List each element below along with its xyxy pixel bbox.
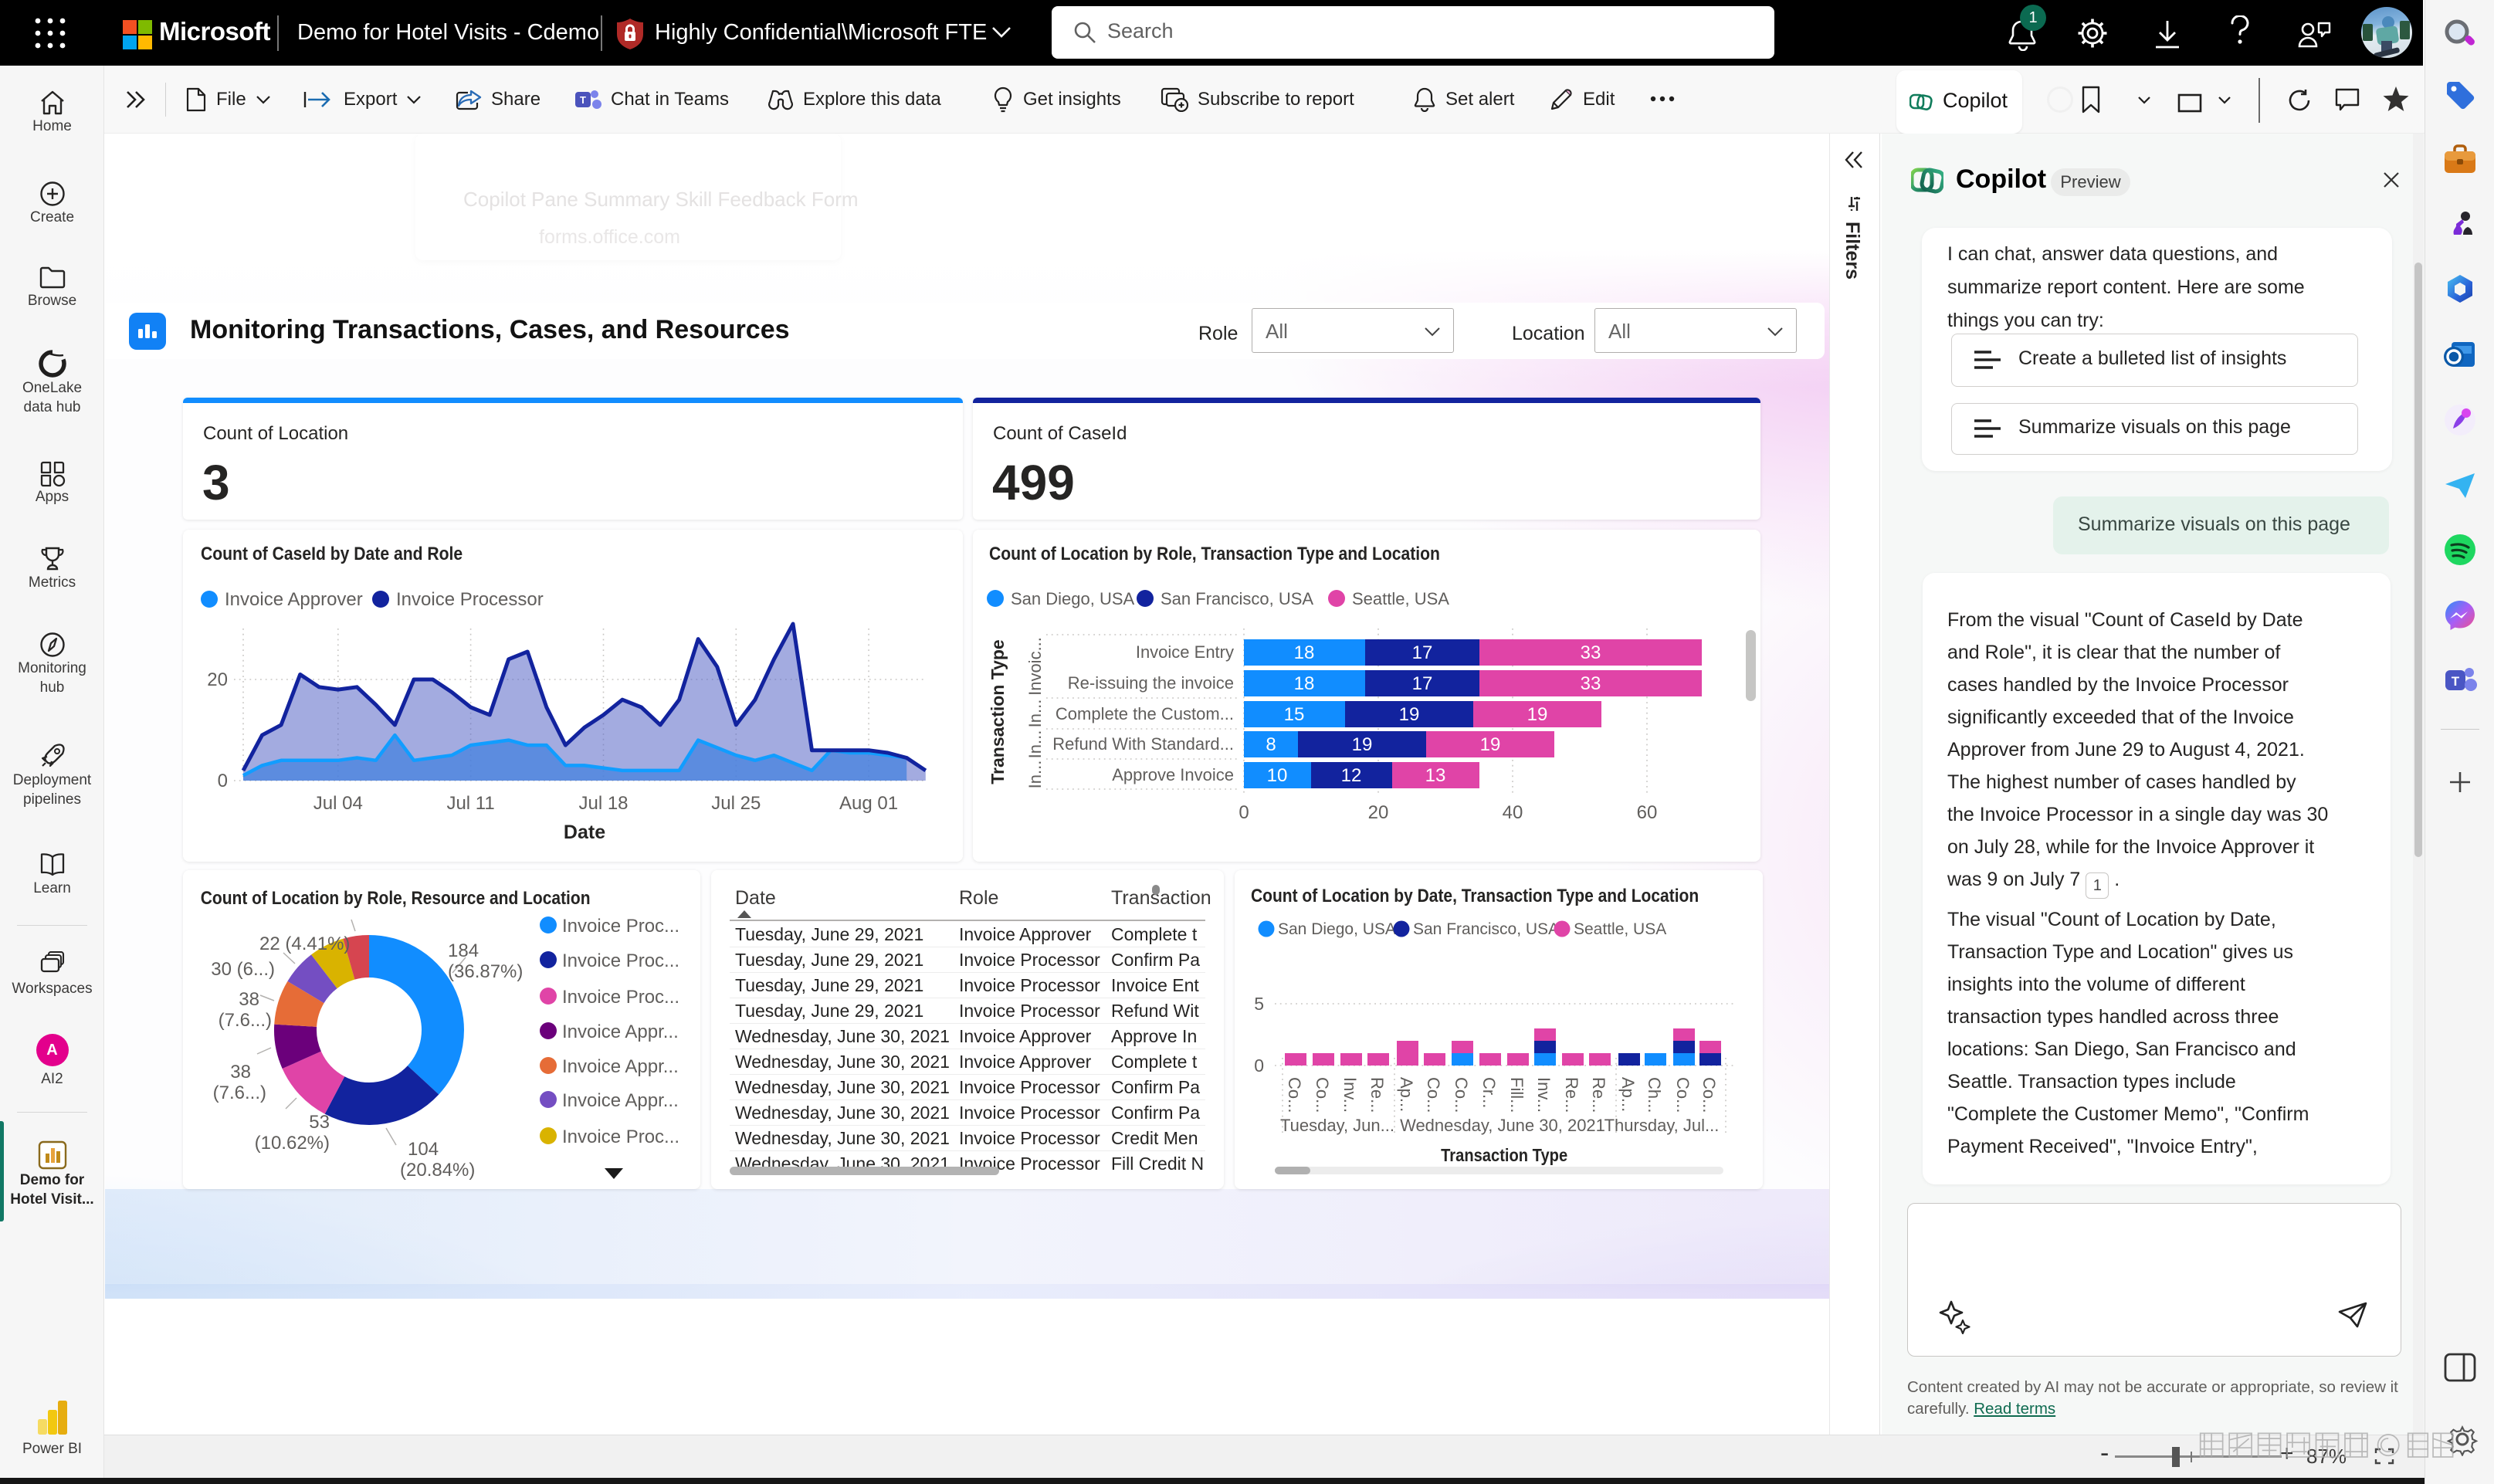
svg-text:22 (4.41%): 22 (4.41%) <box>259 933 350 954</box>
svg-text:Invoice Appr...: Invoice Appr... <box>562 1090 679 1111</box>
svg-text:Transaction Type: Transaction Type <box>988 639 1008 784</box>
svg-text:19: 19 <box>1352 734 1373 755</box>
svg-text:Approve Invoice: Approve Invoice <box>1112 765 1234 784</box>
svg-text:Transaction Type: Transaction Type <box>1441 1145 1567 1166</box>
svg-text:53: 53 <box>309 1112 330 1133</box>
svg-text:In...: In... <box>1025 700 1045 728</box>
svg-text:San Diego, USA: San Diego, USA <box>1278 920 1396 938</box>
svg-text:In...: In... <box>1025 730 1045 759</box>
svg-text:Invoice Proc...: Invoice Proc... <box>562 987 679 1008</box>
svg-text:Re...: Re... <box>1562 1077 1581 1113</box>
svg-text:Re...: Re... <box>1367 1077 1387 1113</box>
svg-text:Invoice Proc...: Invoice Proc... <box>562 950 679 971</box>
svg-text:8: 8 <box>1266 734 1276 755</box>
svg-text:Complete the Custom...: Complete the Custom... <box>1056 704 1234 723</box>
svg-text:Jul 18: Jul 18 <box>578 793 628 814</box>
svg-text:19: 19 <box>1399 704 1420 725</box>
svg-text:Co...: Co... <box>1699 1077 1719 1113</box>
svg-text:Thursday, Jul...: Thursday, Jul... <box>1604 1116 1720 1135</box>
svg-text:15: 15 <box>1284 704 1305 725</box>
svg-text:Jul 04: Jul 04 <box>313 793 363 814</box>
svg-text:Co...: Co... <box>1424 1077 1443 1113</box>
svg-text:0: 0 <box>1239 802 1249 823</box>
svg-text:Co...: Co... <box>1313 1077 1332 1113</box>
svg-text:33: 33 <box>1581 673 1601 694</box>
svg-text:17: 17 <box>1412 642 1433 663</box>
svg-text:Ch...: Ch... <box>1645 1077 1664 1113</box>
svg-text:(7.6...): (7.6...) <box>213 1083 266 1103</box>
svg-text:184: 184 <box>448 940 479 961</box>
svg-text:38: 38 <box>230 1062 251 1083</box>
svg-text:Fill...: Fill... <box>1507 1077 1527 1113</box>
svg-text:(36.87%): (36.87%) <box>448 961 523 982</box>
svg-text:(20.84%): (20.84%) <box>400 1160 475 1181</box>
svg-text:60: 60 <box>1637 802 1658 823</box>
svg-text:18: 18 <box>1294 642 1315 663</box>
svg-text:Invoice Proc...: Invoice Proc... <box>562 916 679 937</box>
svg-text:0: 0 <box>1254 1055 1264 1076</box>
svg-text:Invoice Proc...: Invoice Proc... <box>562 1127 679 1147</box>
svg-text:Invoice Entry: Invoice Entry <box>1136 642 1234 662</box>
svg-text:20: 20 <box>1368 802 1389 823</box>
svg-text:12: 12 <box>1341 765 1362 786</box>
svg-text:Aug 01: Aug 01 <box>839 793 898 814</box>
svg-text:Co...: Co... <box>1285 1077 1304 1113</box>
svg-text:10: 10 <box>1267 765 1288 786</box>
svg-text:Invoice Appr...: Invoice Appr... <box>562 1056 679 1077</box>
svg-text:20: 20 <box>207 669 228 690</box>
svg-text:Ap...: Ap... <box>1397 1077 1416 1112</box>
svg-text:Ap...: Ap... <box>1618 1077 1638 1112</box>
svg-text:Wednesday, June 30, 2021: Wednesday, June 30, 2021 <box>1400 1116 1605 1135</box>
svg-text:5: 5 <box>1254 994 1264 1014</box>
svg-text:T: T <box>580 94 586 106</box>
svg-text:30 (6...): 30 (6...) <box>211 959 275 980</box>
svg-text:17: 17 <box>1412 673 1433 694</box>
svg-text:Cr...: Cr... <box>1479 1077 1499 1108</box>
svg-text:19: 19 <box>1480 734 1501 755</box>
svg-text:In...: In... <box>1025 761 1045 789</box>
svg-text:Re-issuing the invoice: Re-issuing the invoice <box>1068 673 1234 693</box>
svg-text:Inv...: Inv... <box>1534 1077 1554 1113</box>
svg-text:Tuesday, Jun...: Tuesday, Jun... <box>1280 1116 1394 1135</box>
svg-text:San Francisco, USA: San Francisco, USA <box>1413 920 1559 938</box>
svg-text:19: 19 <box>1527 704 1548 725</box>
svg-text:Invoic...: Invoic... <box>1025 637 1045 696</box>
svg-text:(7.6...): (7.6...) <box>219 1010 272 1031</box>
svg-text:(10.62%): (10.62%) <box>255 1133 330 1154</box>
svg-text:Date: Date <box>564 822 605 843</box>
svg-text:Inv...: Inv... <box>1340 1077 1360 1113</box>
svg-text:38: 38 <box>239 989 259 1010</box>
svg-text:T: T <box>2452 674 2460 689</box>
svg-text:Re...: Re... <box>1589 1077 1608 1113</box>
svg-text:40: 40 <box>1503 802 1523 823</box>
svg-text:Refund With Standard...: Refund With Standard... <box>1052 734 1234 754</box>
svg-text:13: 13 <box>1425 765 1446 786</box>
svg-text:Jul 25: Jul 25 <box>711 793 761 814</box>
svg-text:Jul 11: Jul 11 <box>446 793 494 814</box>
svg-text:104: 104 <box>408 1139 439 1160</box>
svg-text:Co...: Co... <box>1673 1077 1693 1113</box>
svg-text:18: 18 <box>1294 673 1315 694</box>
svg-text:33: 33 <box>1581 642 1601 663</box>
svg-text:0: 0 <box>218 771 228 791</box>
svg-text:Invoice Appr...: Invoice Appr... <box>562 1022 679 1042</box>
svg-text:Co...: Co... <box>1452 1077 1471 1113</box>
svg-text:Count of Location by Role, Res: Count of Location by Role, Resource and … <box>201 888 591 909</box>
svg-text:Seattle, USA: Seattle, USA <box>1574 920 1666 938</box>
svg-text:Count of Location by Date, Tra: Count of Location by Date, Transaction T… <box>1251 886 1699 906</box>
